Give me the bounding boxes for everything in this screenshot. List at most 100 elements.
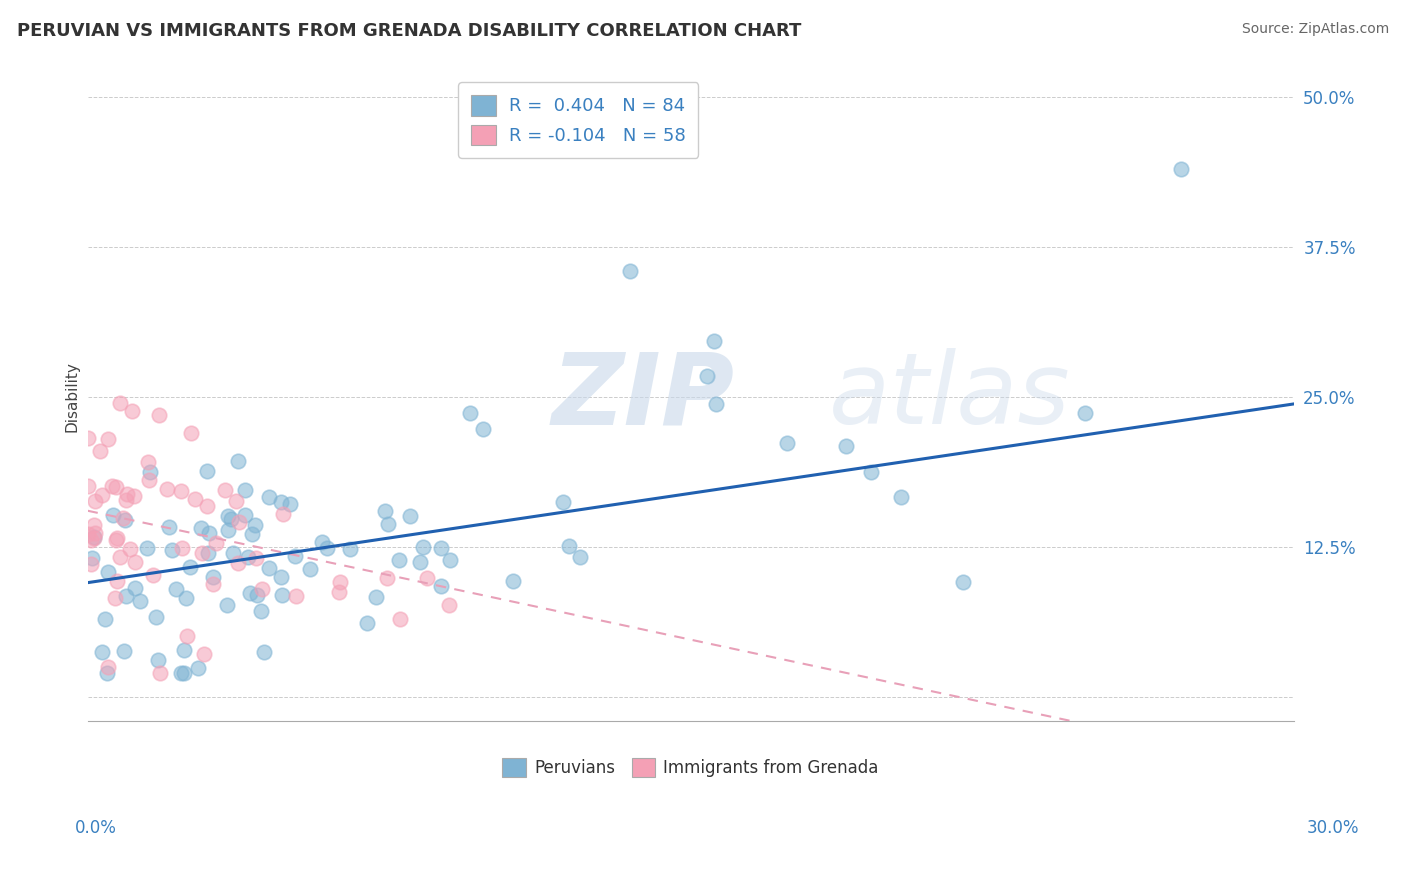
- Point: [190, 521, 212, 535]
- Point: [156, 482, 179, 496]
- Point: [195, 499, 218, 513]
- Point: [1073, 406, 1095, 420]
- Point: [170, 541, 193, 556]
- Point: [170, 484, 193, 499]
- Point: [80, 551, 103, 566]
- Point: [551, 495, 574, 509]
- Point: [124, 582, 146, 596]
- Point: [569, 549, 592, 564]
- Point: [859, 465, 882, 479]
- Point: [257, 561, 280, 575]
- Point: [356, 615, 378, 630]
- Point: [83, 494, 105, 508]
- Point: [472, 422, 495, 436]
- Point: [83, 530, 105, 544]
- Point: [77, 431, 100, 445]
- Legend: Peruvians, Immigrants from Grenada: Peruvians, Immigrants from Grenada: [496, 751, 886, 783]
- Point: [97, 659, 120, 673]
- Point: [228, 515, 250, 529]
- Point: [96, 665, 118, 680]
- Point: [233, 508, 256, 523]
- Point: [316, 541, 339, 555]
- Point: [142, 567, 165, 582]
- Point: [270, 588, 292, 602]
- Point: [115, 487, 138, 501]
- Point: [389, 612, 412, 626]
- Point: [270, 569, 292, 583]
- Point: [149, 665, 172, 680]
- Point: [112, 511, 135, 525]
- Point: [89, 443, 111, 458]
- Point: [104, 591, 127, 606]
- Point: [558, 540, 581, 554]
- Point: [198, 525, 221, 540]
- Point: [214, 483, 236, 498]
- Point: [298, 562, 321, 576]
- Point: [139, 466, 162, 480]
- Point: [120, 541, 142, 556]
- Point: [399, 509, 422, 524]
- Point: [222, 545, 245, 559]
- Point: [101, 478, 124, 492]
- Point: [97, 432, 120, 446]
- Text: 30.0%: 30.0%: [1306, 819, 1360, 837]
- Point: [415, 571, 437, 585]
- Text: PERUVIAN VS IMMIGRANTS FROM GRENADA DISABILITY CORRELATION CHART: PERUVIAN VS IMMIGRANTS FROM GRENADA DISA…: [17, 22, 801, 40]
- Point: [776, 435, 799, 450]
- Point: [311, 535, 333, 549]
- Point: [328, 585, 350, 599]
- Point: [145, 610, 167, 624]
- Point: [191, 546, 214, 560]
- Point: [226, 556, 249, 570]
- Point: [160, 543, 183, 558]
- Point: [173, 665, 195, 680]
- Point: [243, 518, 266, 533]
- Point: [115, 589, 138, 603]
- Point: [165, 582, 187, 597]
- Point: [952, 574, 974, 589]
- Point: [91, 488, 114, 502]
- Point: [84, 525, 107, 540]
- Point: [278, 497, 301, 511]
- Point: [284, 589, 307, 603]
- Point: [195, 464, 218, 478]
- Point: [121, 404, 143, 418]
- Point: [215, 598, 238, 612]
- Point: [430, 541, 453, 556]
- Point: [374, 504, 396, 518]
- Point: [104, 533, 127, 547]
- Point: [284, 549, 307, 563]
- Point: [148, 408, 170, 422]
- Point: [201, 576, 224, 591]
- Point: [271, 507, 294, 521]
- Point: [339, 541, 361, 556]
- Point: [239, 585, 262, 599]
- Point: [124, 489, 146, 503]
- Point: [173, 643, 195, 657]
- Point: [219, 512, 242, 526]
- Point: [1170, 161, 1192, 176]
- Point: [114, 513, 136, 527]
- Point: [412, 540, 434, 554]
- Y-axis label: Disability: Disability: [65, 361, 79, 433]
- Point: [257, 490, 280, 504]
- Point: [83, 517, 105, 532]
- Point: [408, 555, 430, 569]
- Point: [170, 665, 193, 680]
- Point: [157, 520, 180, 534]
- Point: [205, 535, 228, 549]
- Point: [80, 533, 103, 547]
- Point: [226, 454, 249, 468]
- Point: [437, 598, 460, 612]
- Point: [77, 479, 100, 493]
- Point: [250, 604, 273, 618]
- Point: [439, 553, 461, 567]
- Point: [180, 425, 202, 440]
- Text: atlas: atlas: [830, 348, 1071, 445]
- Point: [186, 661, 208, 675]
- Point: [193, 647, 215, 661]
- Point: [233, 483, 256, 497]
- Point: [619, 264, 641, 278]
- Point: [704, 397, 727, 411]
- Point: [252, 582, 274, 597]
